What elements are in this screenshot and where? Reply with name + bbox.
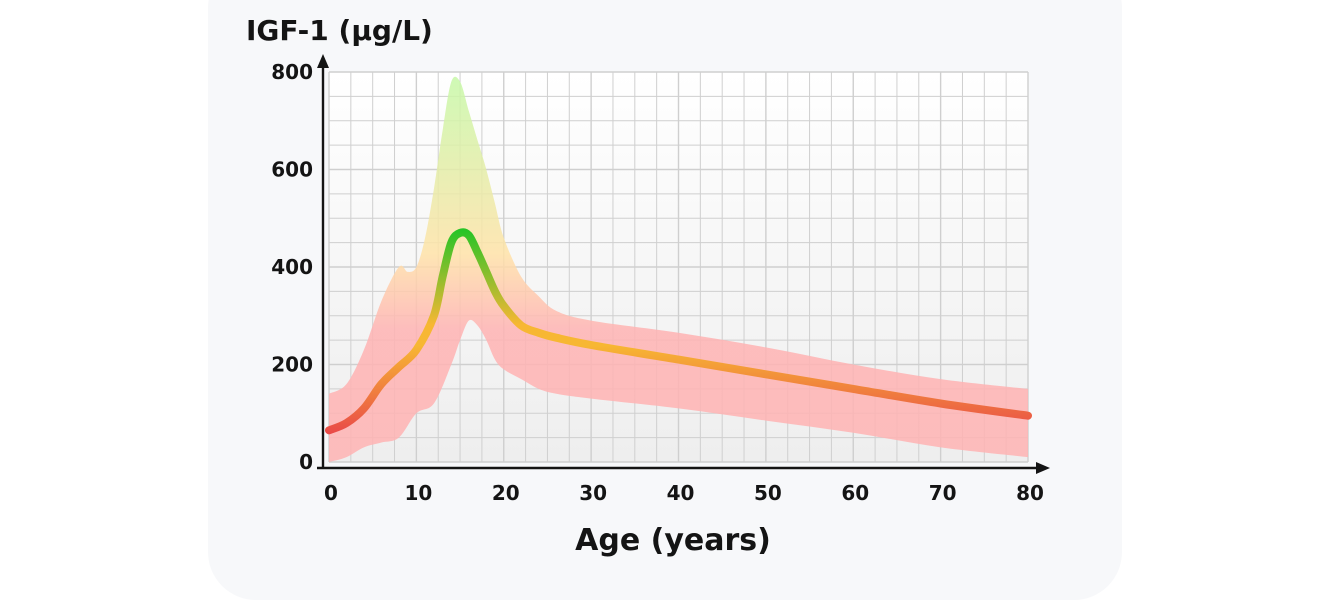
x-tick-label: 40 [667, 481, 695, 505]
y-axis-arrow [317, 54, 329, 68]
x-tick-label: 30 [579, 481, 607, 505]
reference-band [329, 76, 1028, 462]
median-curve [325, 228, 1032, 435]
x-tick-label: 70 [929, 481, 957, 505]
axes [317, 54, 1050, 474]
x-tick-label: 0 [324, 481, 338, 505]
median-line [325, 228, 1032, 435]
igf1-age-chart: 0 200 400 600 800 0 10 20 30 40 50 60 70 80 IGF-1 (µ… [246, 14, 1050, 558]
y-tick-labels: 0 200 400 600 800 [271, 60, 313, 474]
y-tick-label: 200 [271, 353, 313, 377]
y-tick-label: 400 [271, 255, 313, 279]
x-axis-arrow [1036, 462, 1050, 474]
x-tick-label: 20 [492, 481, 520, 505]
y-tick-label: 0 [299, 450, 313, 474]
x-tick-label: 80 [1016, 481, 1044, 505]
x-tick-label: 50 [754, 481, 782, 505]
y-axis-title: IGF-1 (µg/L) [246, 14, 433, 47]
x-tick-label: 60 [841, 481, 869, 505]
y-tick-label: 600 [271, 158, 313, 182]
reference-range-band [329, 76, 1028, 462]
figure: 0 200 400 600 800 0 10 20 30 40 50 60 70 80 IGF-1 (µ… [246, 14, 1050, 558]
x-tick-label: 10 [404, 481, 432, 505]
x-tick-labels: 0 10 20 30 40 50 60 70 80 [324, 481, 1044, 505]
x-axis-title: Age (years) [575, 523, 771, 558]
y-tick-label: 800 [271, 60, 313, 84]
